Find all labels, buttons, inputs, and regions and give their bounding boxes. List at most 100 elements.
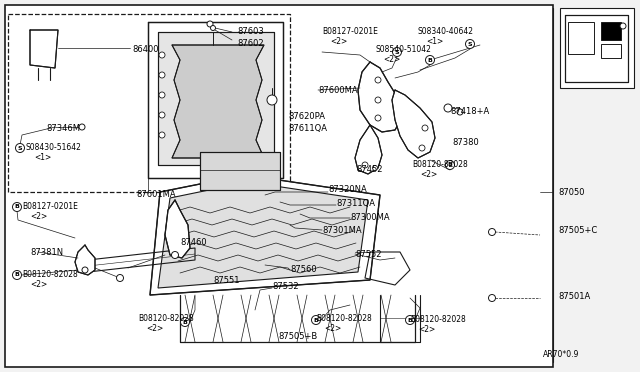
Polygon shape	[200, 152, 280, 190]
Text: B: B	[447, 163, 452, 167]
Circle shape	[362, 162, 368, 168]
Text: 87418+A: 87418+A	[450, 107, 489, 116]
Circle shape	[159, 112, 165, 118]
Circle shape	[207, 21, 213, 27]
Text: <2>: <2>	[383, 55, 400, 64]
Polygon shape	[158, 32, 274, 165]
Circle shape	[172, 251, 179, 259]
Circle shape	[159, 52, 165, 58]
Text: <2>: <2>	[324, 324, 341, 333]
Bar	[601, 44, 621, 58]
Text: 87300MA: 87300MA	[350, 213, 390, 222]
Text: B08120-82028: B08120-82028	[22, 270, 77, 279]
Circle shape	[406, 315, 415, 324]
Text: 87603: 87603	[237, 27, 264, 36]
Text: B: B	[15, 273, 19, 278]
Text: 87532: 87532	[272, 282, 299, 291]
Circle shape	[159, 72, 165, 78]
Circle shape	[419, 145, 425, 151]
Text: S08430-51642: S08430-51642	[26, 143, 82, 152]
Text: 87346M: 87346M	[46, 124, 80, 133]
Circle shape	[375, 115, 381, 121]
Text: 87311QA: 87311QA	[336, 199, 375, 208]
Polygon shape	[30, 30, 58, 68]
Circle shape	[180, 317, 189, 327]
Bar	[568, 22, 594, 54]
Text: 87381N: 87381N	[30, 248, 63, 257]
Text: 87301MA: 87301MA	[322, 226, 362, 235]
Circle shape	[375, 77, 381, 83]
Text: S: S	[18, 145, 22, 151]
Polygon shape	[75, 245, 95, 275]
Text: 87602: 87602	[237, 39, 264, 48]
Text: 87452: 87452	[356, 165, 383, 174]
Circle shape	[267, 95, 277, 105]
Circle shape	[211, 26, 216, 31]
Text: 87611QA: 87611QA	[288, 124, 327, 133]
Bar	[5, 5, 553, 367]
Circle shape	[13, 202, 22, 212]
Circle shape	[312, 315, 321, 324]
Polygon shape	[172, 45, 264, 158]
Polygon shape	[392, 90, 435, 158]
Circle shape	[445, 160, 454, 170]
Polygon shape	[358, 62, 402, 132]
Bar	[560, 8, 634, 88]
Circle shape	[426, 55, 435, 64]
Text: B08127-0201E: B08127-0201E	[22, 202, 78, 211]
Circle shape	[13, 270, 22, 279]
Polygon shape	[148, 22, 283, 178]
Circle shape	[444, 104, 452, 112]
Circle shape	[422, 125, 428, 131]
Text: <1>: <1>	[34, 153, 51, 162]
Circle shape	[372, 166, 378, 170]
Text: B: B	[428, 58, 433, 62]
Circle shape	[457, 109, 463, 115]
Text: 87552: 87552	[355, 250, 381, 259]
Text: B08120-82028: B08120-82028	[316, 314, 372, 323]
Text: AR70*0.9: AR70*0.9	[543, 350, 579, 359]
Bar	[8, 14, 290, 192]
Text: <2>: <2>	[420, 170, 437, 179]
Text: <2>: <2>	[330, 37, 348, 46]
Circle shape	[392, 48, 401, 57]
Circle shape	[15, 144, 24, 153]
Circle shape	[488, 295, 495, 301]
Text: 87551: 87551	[213, 276, 239, 285]
Circle shape	[375, 97, 381, 103]
Text: <2>: <2>	[30, 280, 47, 289]
Text: B08120-82028: B08120-82028	[410, 315, 466, 324]
Text: B: B	[182, 320, 188, 324]
Text: 87501A: 87501A	[558, 292, 590, 301]
Text: 87380: 87380	[452, 138, 479, 147]
Text: B: B	[314, 317, 319, 323]
Text: B: B	[15, 205, 19, 209]
Text: B: B	[408, 317, 412, 323]
Bar	[601, 22, 621, 40]
Text: B08127-0201E: B08127-0201E	[322, 27, 378, 36]
Text: 87505+B: 87505+B	[278, 332, 317, 341]
Text: 87600MA: 87600MA	[318, 86, 358, 95]
Circle shape	[488, 228, 495, 235]
Polygon shape	[165, 200, 190, 258]
Text: <2>: <2>	[418, 325, 435, 334]
Text: 87505+C: 87505+C	[558, 226, 597, 235]
Text: 87320NA: 87320NA	[328, 185, 367, 194]
Text: S: S	[395, 49, 399, 55]
Text: <2>: <2>	[146, 324, 163, 333]
Circle shape	[116, 275, 124, 282]
Text: 87620PA: 87620PA	[288, 112, 325, 121]
Circle shape	[82, 267, 88, 273]
Text: <2>: <2>	[30, 212, 47, 221]
Text: 87460: 87460	[180, 238, 207, 247]
Text: 87601MA: 87601MA	[136, 190, 175, 199]
Text: <1>: <1>	[426, 37, 444, 46]
Circle shape	[620, 23, 626, 29]
Text: S08540-51042: S08540-51042	[375, 45, 431, 54]
Polygon shape	[355, 125, 382, 174]
Text: B08120-82028: B08120-82028	[138, 314, 194, 323]
Text: 87050: 87050	[558, 188, 584, 197]
Text: 86400: 86400	[132, 45, 159, 54]
Text: S: S	[468, 42, 472, 46]
Circle shape	[79, 124, 85, 130]
